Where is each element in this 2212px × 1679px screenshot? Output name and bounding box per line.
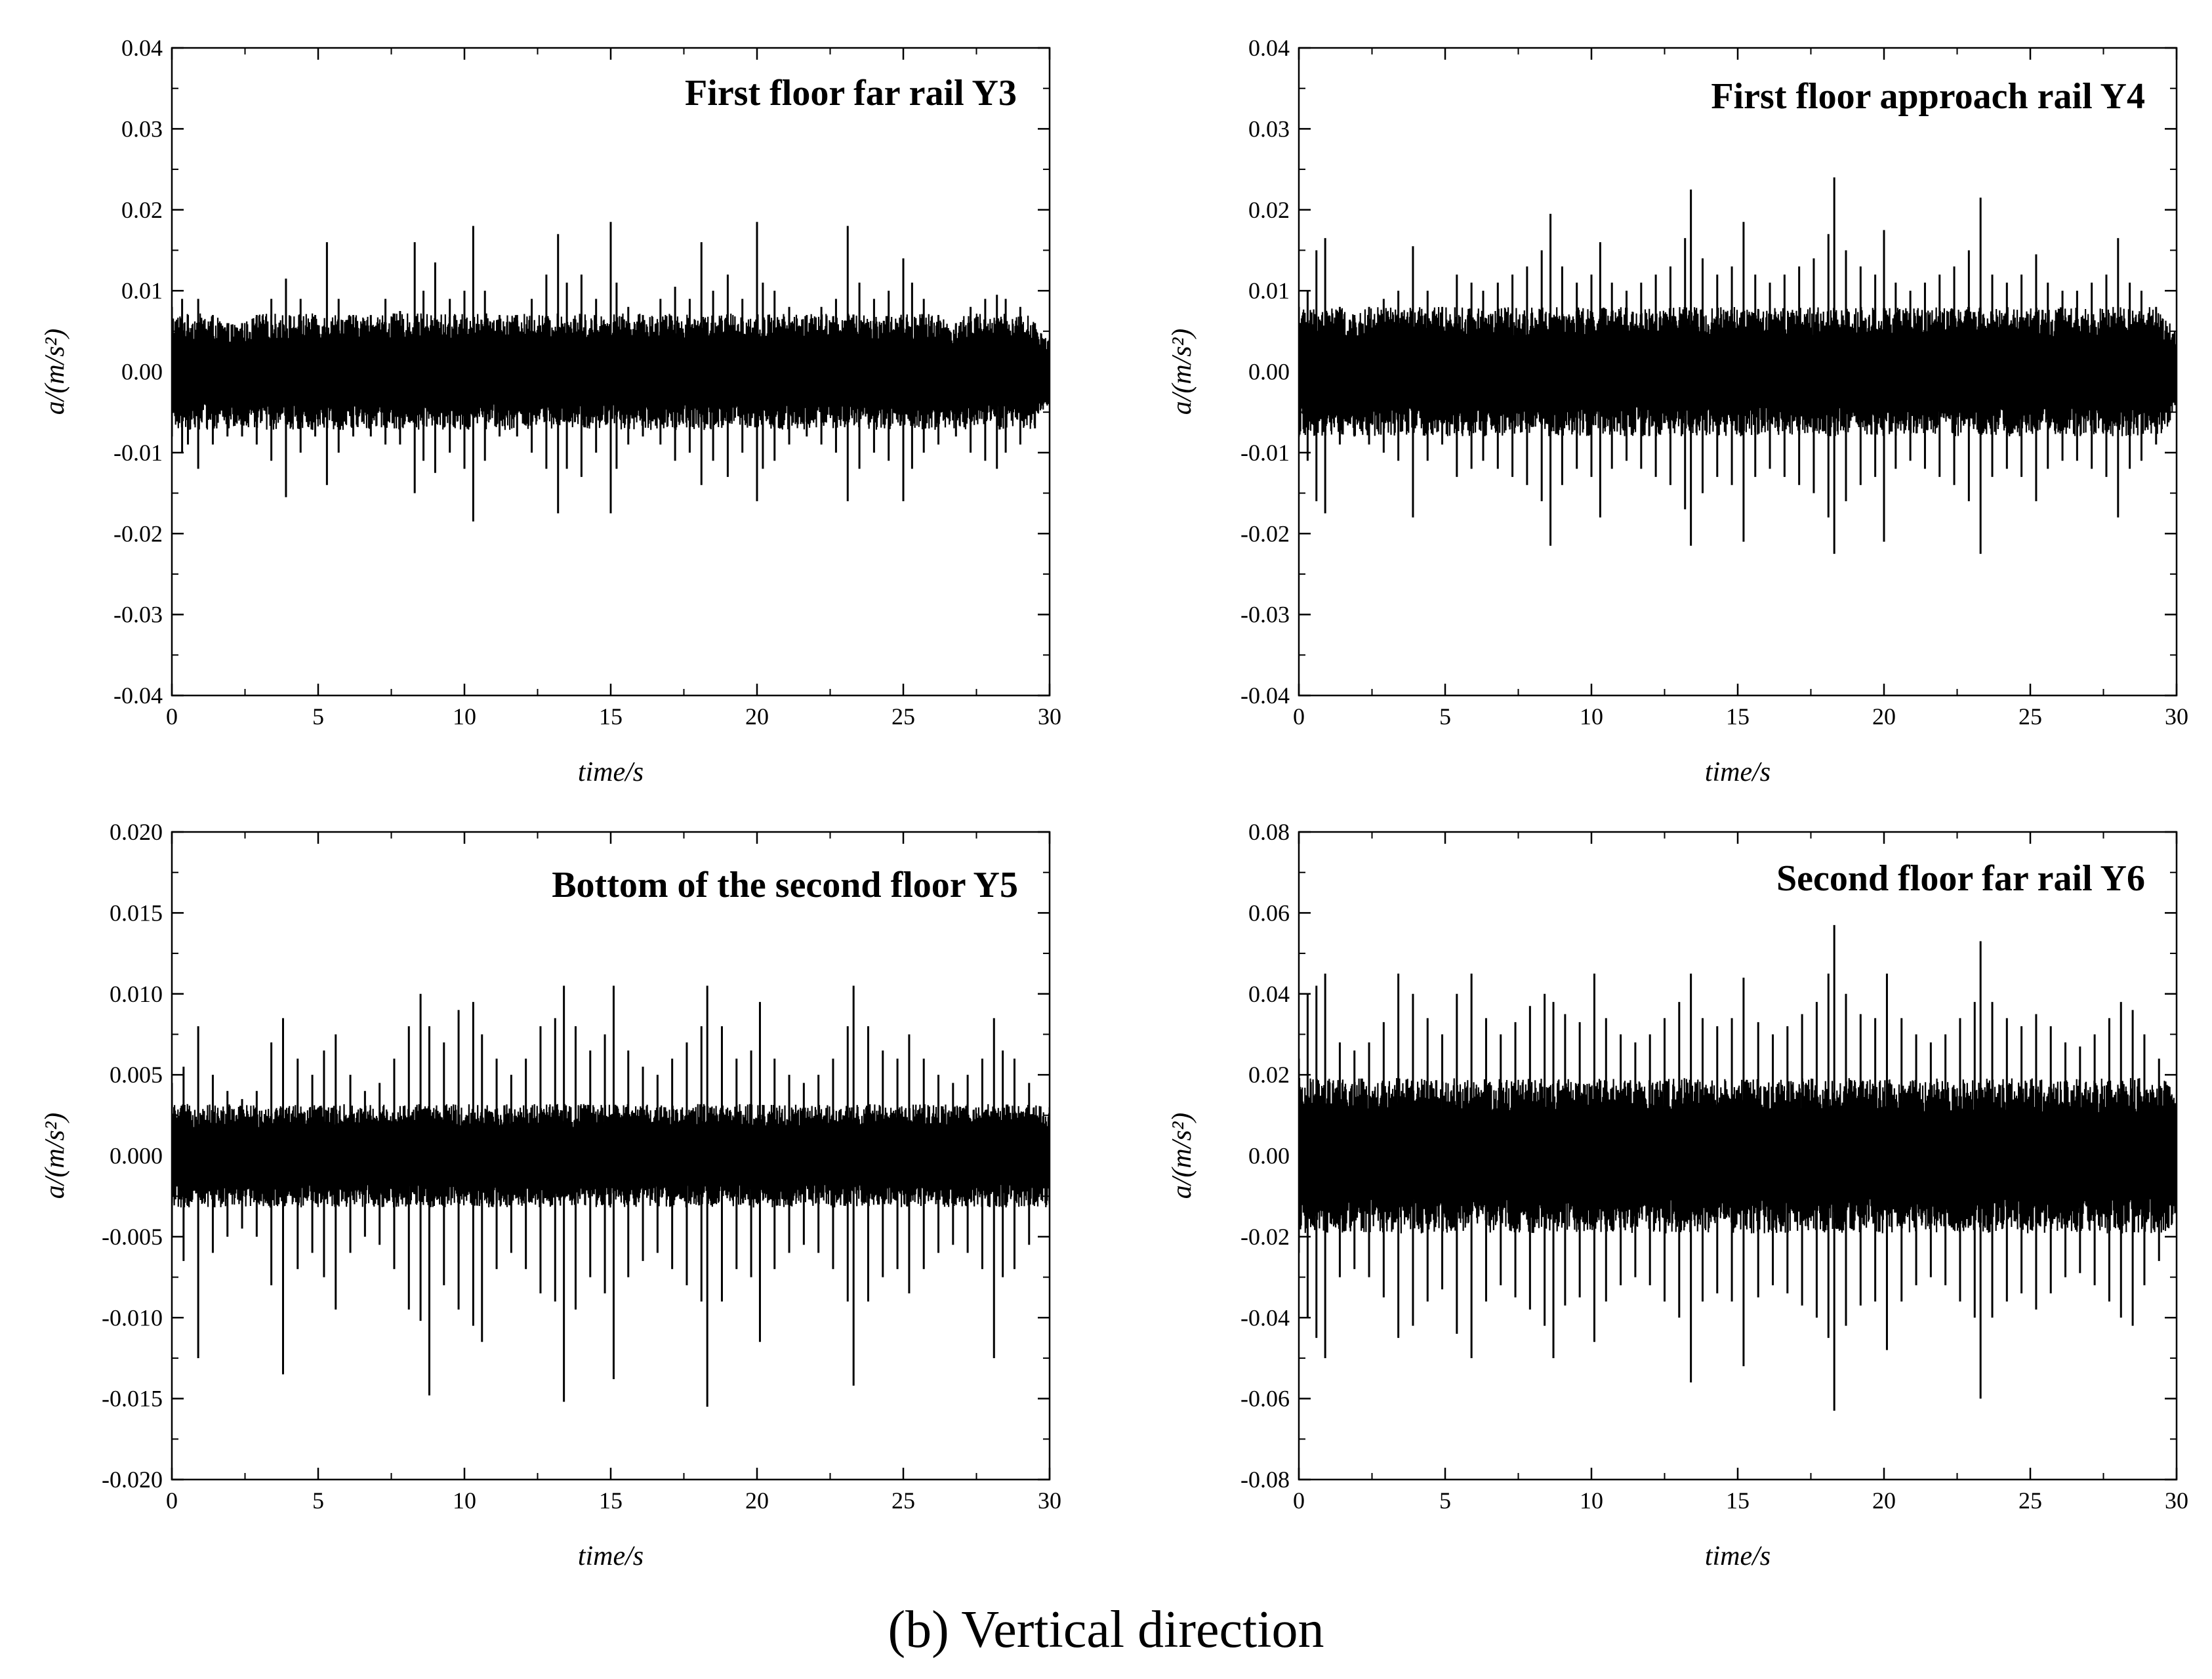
y-tick-label: -0.08 bbox=[1240, 1466, 1290, 1493]
x-tick-label: 5 bbox=[1439, 703, 1451, 730]
y-tick-label: -0.02 bbox=[1240, 1224, 1290, 1250]
x-tick-label: 20 bbox=[745, 1487, 769, 1514]
x-axis-label: time/s bbox=[1705, 757, 1771, 787]
y-tick-label: -0.02 bbox=[1240, 520, 1290, 547]
y-tick-label: 0.010 bbox=[110, 981, 163, 1007]
x-tick-label: 25 bbox=[2018, 1487, 2042, 1514]
y-tick-label: -0.04 bbox=[1240, 1304, 1290, 1331]
y-tick-label: -0.03 bbox=[113, 602, 163, 628]
y-tick-label: -0.020 bbox=[102, 1466, 163, 1493]
y-tick-label: 0.04 bbox=[1248, 981, 1290, 1007]
y-tick-label: -0.06 bbox=[1240, 1386, 1290, 1412]
x-tick-label: 25 bbox=[891, 1487, 915, 1514]
y-tick-label: 0.04 bbox=[1248, 35, 1290, 61]
y-tick-label: -0.04 bbox=[113, 682, 163, 709]
panel-y5: -0.020 -0.015 -0.010 -0.005 0.000 0.005 0.010 0… bbox=[40, 819, 1061, 1571]
panel-y4: -0.04 -0.03 -0.02 -0.01 0.00 0.01 0.02 0.03 0.04… bbox=[1167, 35, 2188, 787]
figure-caption: (b) Vertical direction bbox=[888, 1601, 1324, 1659]
x-axis-label: time/s bbox=[578, 757, 644, 787]
x-tick-label: 30 bbox=[2165, 1487, 2188, 1514]
y-tick-label: 0.01 bbox=[121, 278, 163, 304]
panel-title: First floor far rail Y3 bbox=[685, 73, 1017, 114]
y-tick-label: 0.03 bbox=[121, 115, 163, 142]
x-tick-label: 0 bbox=[166, 1487, 178, 1514]
y-tick-label: -0.03 bbox=[1240, 602, 1290, 628]
y-tick-label: 0.00 bbox=[1248, 359, 1290, 385]
x-tick-label: 20 bbox=[1872, 1487, 1896, 1514]
y-tick-label: 0.00 bbox=[121, 359, 163, 385]
x-tick-label: 0 bbox=[166, 703, 178, 730]
y-tick-label: 0.08 bbox=[1248, 819, 1290, 845]
panel-title: First floor approach rail Y4 bbox=[1711, 76, 2145, 117]
y-tick-label: -0.005 bbox=[102, 1224, 163, 1250]
x-tick-label: 10 bbox=[453, 1487, 476, 1514]
x-tick-label: 0 bbox=[1293, 1487, 1305, 1514]
y-tick-label: -0.015 bbox=[102, 1386, 163, 1412]
x-tick-label: 30 bbox=[1038, 703, 1061, 730]
series-line bbox=[1299, 306, 2177, 437]
y-tick-label: 0.02 bbox=[1248, 1062, 1290, 1088]
y-tick-label: 0.020 bbox=[110, 819, 163, 845]
x-tick-label: 10 bbox=[1580, 703, 1603, 730]
y-tick-label: -0.02 bbox=[113, 520, 163, 547]
y-axis-label: a/(m/s²) bbox=[1167, 329, 1197, 415]
x-tick-label: 10 bbox=[1580, 1487, 1603, 1514]
panel-y3: -0.04 -0.03 -0.02 -0.01 0.00 0.01 0.02 0.03 0.04… bbox=[40, 35, 1061, 787]
panel-title: Bottom of the second floor Y5 bbox=[552, 865, 1018, 905]
y-axis-label: a/(m/s²) bbox=[40, 1113, 70, 1199]
panel-y6: -0.08 -0.06 -0.04 -0.02 0.00 0.02 0.04 0.06 0.08… bbox=[1167, 819, 2188, 1571]
x-tick-label: 5 bbox=[312, 703, 324, 730]
x-tick-label: 5 bbox=[1439, 1487, 1451, 1514]
y-tick-label: -0.01 bbox=[1240, 440, 1290, 466]
x-tick-label: 25 bbox=[2018, 703, 2042, 730]
y-tick-label: 0.000 bbox=[110, 1143, 163, 1169]
y-tick-label: 0.01 bbox=[1248, 278, 1290, 304]
y-tick-label: 0.005 bbox=[110, 1062, 163, 1088]
x-tick-label: 30 bbox=[2165, 703, 2188, 730]
x-axis-label: time/s bbox=[1705, 1541, 1771, 1571]
y-tick-label: 0.00 bbox=[1248, 1143, 1290, 1169]
y-tick-label: 0.06 bbox=[1248, 900, 1290, 926]
series-line bbox=[172, 1104, 1050, 1208]
x-tick-label: 15 bbox=[599, 1487, 623, 1514]
x-tick-label: 20 bbox=[1872, 703, 1896, 730]
x-tick-label: 10 bbox=[453, 703, 476, 730]
y-tick-label: -0.01 bbox=[113, 440, 163, 466]
series-line bbox=[1299, 1078, 2177, 1233]
y-tick-label: 0.015 bbox=[110, 900, 163, 926]
x-tick-label: 15 bbox=[1726, 703, 1750, 730]
x-tick-label: 15 bbox=[599, 703, 623, 730]
x-tick-label: 20 bbox=[745, 703, 769, 730]
y-tick-label: 0.03 bbox=[1248, 115, 1290, 142]
panel-title: Second floor far rail Y6 bbox=[1776, 858, 2145, 899]
x-tick-label: 0 bbox=[1293, 703, 1305, 730]
y-tick-label: 0.02 bbox=[1248, 197, 1290, 223]
y-tick-label: -0.010 bbox=[102, 1304, 163, 1331]
x-tick-label: 30 bbox=[1038, 1487, 1061, 1514]
x-tick-label: 15 bbox=[1726, 1487, 1750, 1514]
y-tick-label: -0.04 bbox=[1240, 682, 1290, 709]
x-tick-label: 5 bbox=[312, 1487, 324, 1514]
x-axis-label: time/s bbox=[578, 1541, 644, 1571]
y-tick-label: 0.04 bbox=[121, 35, 163, 61]
y-axis-label: a/(m/s²) bbox=[1167, 1113, 1197, 1199]
y-axis-label: a/(m/s²) bbox=[40, 329, 70, 415]
y-tick-label: 0.02 bbox=[121, 197, 163, 223]
x-tick-label: 25 bbox=[891, 703, 915, 730]
